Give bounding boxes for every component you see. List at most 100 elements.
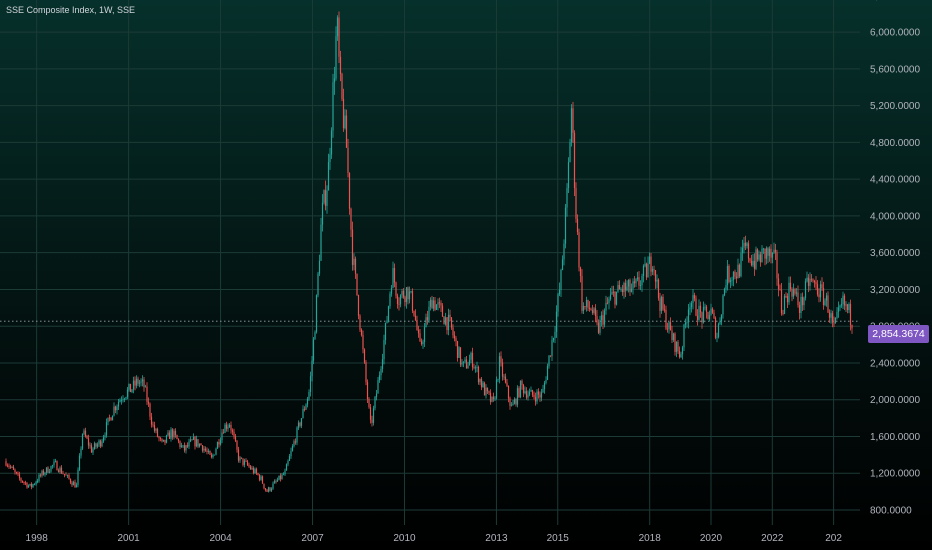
candle — [609, 287, 612, 301]
candle — [11, 466, 13, 469]
candle — [303, 406, 306, 412]
candle — [158, 435, 160, 442]
candle — [425, 313, 427, 328]
candle — [516, 385, 519, 408]
candle — [639, 280, 642, 291]
candle — [710, 303, 712, 316]
candle — [816, 280, 819, 297]
candle — [450, 317, 453, 330]
candle — [192, 433, 195, 441]
candle — [492, 392, 495, 402]
candle — [479, 378, 481, 386]
candle — [752, 253, 754, 268]
candle — [393, 263, 396, 288]
y-tick-label: 4,400.0000 — [870, 175, 920, 186]
candle — [584, 305, 586, 310]
candle — [57, 468, 60, 473]
candle — [48, 468, 51, 474]
candle — [210, 452, 213, 459]
candle — [266, 489, 268, 493]
candle — [374, 396, 376, 411]
candle — [422, 339, 424, 349]
candle — [198, 443, 201, 448]
candle — [629, 278, 631, 296]
candle — [329, 147, 331, 170]
candle — [656, 274, 658, 289]
candle — [275, 479, 277, 484]
candle — [519, 380, 522, 399]
candle — [92, 447, 94, 455]
candle — [845, 301, 847, 313]
candle — [357, 294, 360, 320]
candle — [29, 483, 31, 487]
candle — [414, 309, 417, 321]
candle — [512, 400, 514, 406]
candle — [147, 397, 150, 408]
candle — [491, 396, 493, 403]
candle — [243, 458, 246, 468]
candle — [347, 138, 349, 178]
candle — [666, 322, 669, 333]
candle — [366, 379, 369, 404]
price-axis[interactable]: 6,400.0000 6,000.0000 5,600.0000 5,200.0000… — [870, 0, 920, 517]
candle — [471, 347, 474, 371]
candle — [245, 458, 247, 462]
candle — [515, 398, 517, 407]
candle — [152, 421, 154, 428]
candle — [384, 322, 387, 345]
candle — [74, 479, 76, 488]
candle — [768, 246, 771, 262]
candle — [681, 345, 684, 360]
candle — [78, 453, 81, 472]
candle — [767, 246, 769, 264]
candle — [488, 390, 490, 396]
candle — [228, 423, 231, 428]
candle — [558, 282, 561, 297]
candle — [99, 439, 102, 449]
candle — [755, 246, 757, 271]
candle — [659, 292, 661, 318]
candle — [549, 355, 552, 358]
candle — [300, 417, 303, 429]
candle — [305, 403, 307, 410]
y-tick-label: 2,400.0000 — [870, 358, 920, 369]
candle — [431, 295, 433, 309]
candle — [132, 376, 135, 394]
candle — [116, 404, 118, 415]
candle — [485, 384, 487, 399]
candle — [572, 101, 574, 143]
candle — [47, 466, 49, 474]
candle — [179, 440, 181, 450]
candle — [318, 254, 321, 277]
candle — [578, 228, 580, 272]
candle — [780, 283, 783, 316]
candle — [327, 153, 330, 191]
candle — [153, 421, 156, 433]
candle — [830, 309, 832, 324]
candle — [200, 442, 202, 446]
time-axis[interactable]: 1998 2001 2004 2007 2010 2013 2015 2018 2020 2022… — [26, 533, 843, 544]
candle — [716, 332, 718, 343]
candle — [590, 307, 592, 311]
candle — [611, 285, 613, 295]
candle — [795, 288, 798, 297]
candle — [236, 439, 238, 453]
candle — [567, 157, 570, 193]
candle — [285, 463, 288, 471]
candle — [494, 396, 496, 401]
candle — [219, 437, 222, 446]
candle — [734, 269, 736, 280]
candle — [665, 305, 667, 331]
candle — [50, 465, 52, 473]
candle — [819, 280, 822, 302]
candle — [90, 443, 93, 453]
candle — [215, 447, 217, 456]
y-tick-label: 4,000.0000 — [870, 211, 920, 222]
candle — [597, 319, 600, 335]
candle — [150, 412, 153, 428]
candle — [551, 335, 553, 361]
candle — [320, 217, 322, 261]
candle — [129, 383, 132, 393]
